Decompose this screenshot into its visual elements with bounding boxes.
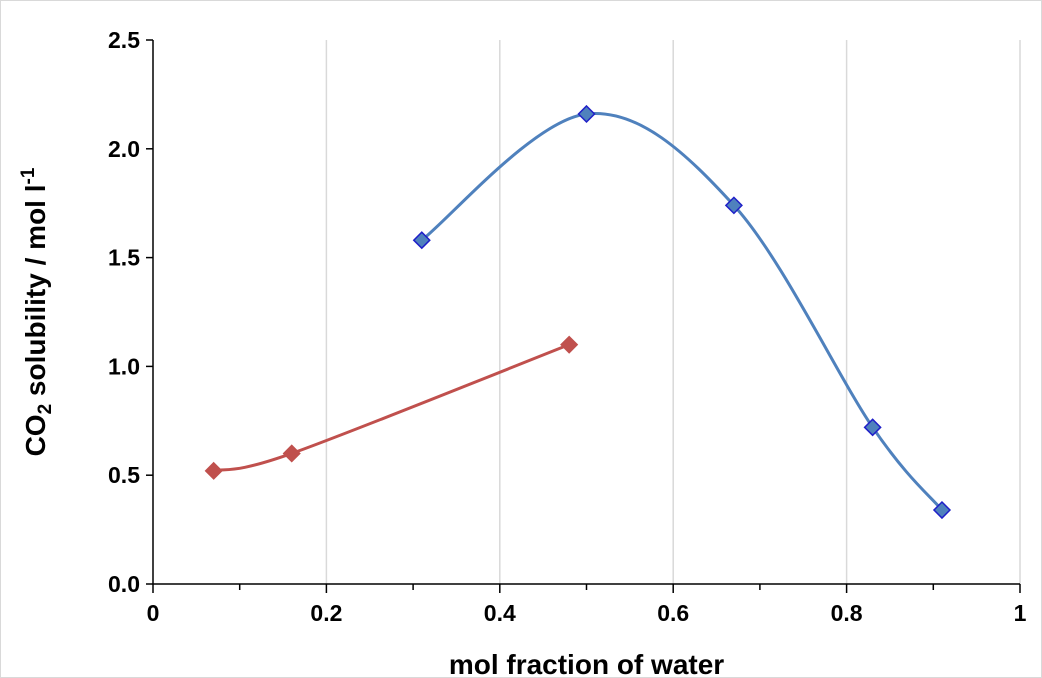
- data-point-marker: [932, 500, 952, 520]
- y-tick-label: 2.5: [108, 27, 140, 53]
- data-point-marker: [412, 231, 431, 250]
- x-tick-label: 0: [147, 600, 160, 626]
- series-2: [204, 335, 579, 480]
- data-point-marker: [863, 418, 882, 437]
- series-line: [213, 343, 570, 473]
- x-tick-label: 1: [1014, 600, 1027, 626]
- y-axis-title-main: CO: [20, 414, 51, 456]
- data-point-marker: [204, 461, 223, 480]
- x-tick-label: 0.8: [831, 600, 863, 626]
- y-axis-title-superscript: -1: [18, 167, 39, 184]
- tick-marks: [146, 39, 1021, 593]
- grid-lines: [325, 40, 1021, 584]
- y-axis-title-subscript: 2: [35, 404, 56, 415]
- y-axis-title-rest: solubility / mol l: [20, 184, 51, 403]
- data-point-marker: [560, 335, 579, 354]
- x-tick-label: 0.6: [657, 600, 689, 626]
- x-axis-title: mol fraction of water: [449, 649, 724, 678]
- data-point-marker: [724, 196, 743, 215]
- x-tick-label: 0.4: [484, 600, 516, 626]
- series-1: [412, 104, 952, 520]
- y-tick-label: 1.5: [108, 245, 140, 271]
- data-point-marker: [282, 444, 301, 463]
- y-tick-label: 1.0: [108, 353, 140, 379]
- y-tick-labels: 0.0 0.5 1.0 1.5 2.0 2.5: [108, 27, 140, 597]
- x-tick-label: 0.2: [310, 600, 342, 626]
- x-tick-labels: 0 0.2 0.4 0.6 0.8 1: [147, 600, 1027, 626]
- data-point-marker: [577, 104, 596, 124]
- y-axis-title: CO2 solubility / mol l-1: [18, 167, 56, 456]
- y-tick-label: 2.0: [108, 136, 140, 162]
- series-layer: [204, 104, 952, 520]
- y-tick-label: 0.0: [108, 571, 140, 597]
- y-tick-label: 0.5: [108, 462, 140, 488]
